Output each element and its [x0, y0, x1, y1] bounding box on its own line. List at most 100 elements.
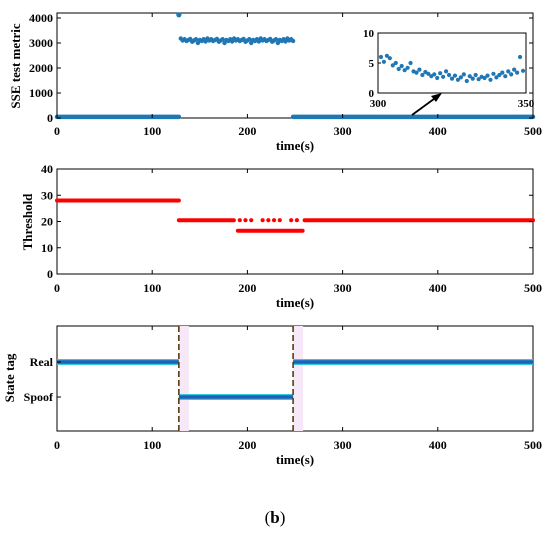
threshold-xlabel: time(s): [276, 295, 314, 310]
inset-point: [452, 73, 458, 78]
2-xtick-label: 300: [334, 438, 352, 452]
1-xtick-label: 300: [334, 281, 352, 295]
threshold-panel: 0 100 200 300 400 500 0 10 20 30 40 time(s) Thresh…: [20, 162, 542, 310]
inset-point: [402, 68, 407, 73]
threshold-point: [277, 218, 282, 223]
threshold-marks: [55, 198, 535, 233]
2-xtick-label: 200: [238, 438, 256, 452]
state-ylabel: State tag: [2, 353, 17, 402]
inset-marks: [378, 53, 526, 84]
inset-point: [464, 78, 469, 84]
inset-point: [384, 53, 389, 58]
1-ytick-label: 30: [41, 188, 53, 202]
2-xtick-label: 500: [524, 438, 542, 452]
inset-point: [441, 74, 446, 79]
inset-ytick-label: 5: [369, 58, 375, 70]
inset-point: [473, 72, 478, 78]
0-xtick-label: 400: [429, 124, 447, 138]
state-ytick-label: Real: [30, 355, 54, 369]
state-ticks: 0 100 200 300 400 500 Real Spoof: [24, 326, 542, 452]
inset-xtick-label: 350: [518, 98, 535, 110]
0-ytick-label: 0: [47, 111, 53, 125]
threshold-point: [294, 218, 300, 223]
inset-point: [497, 72, 502, 78]
state-xlabel: time(s): [276, 452, 314, 467]
inset-point: [470, 76, 475, 81]
inset-point: [381, 59, 387, 64]
inset-point: [438, 71, 443, 76]
inset-point: [476, 77, 481, 82]
inset-point: [482, 75, 487, 81]
inset-point: [500, 70, 505, 75]
0-ytick-label: 2000: [29, 61, 53, 75]
threshold-point: [289, 218, 294, 223]
sse-spike-point: [176, 12, 182, 18]
sse-xlabel: time(s): [276, 138, 314, 153]
threshold-point: [243, 218, 248, 223]
inset-point: [443, 69, 449, 74]
threshold-ylabel: Threshold: [20, 193, 35, 251]
sse-inset: 300 350 0 5 10: [363, 28, 535, 116]
2-xtick-label: 400: [429, 438, 447, 452]
1-ytick-label: 20: [41, 215, 53, 229]
0-xtick-label: 0: [54, 124, 60, 138]
inset-point: [488, 77, 493, 82]
inset-point: [458, 75, 463, 80]
state-marks: [57, 326, 533, 431]
state-panel: 0 100 200 300 400 500 Real Spoof time(s) State …: [2, 325, 542, 467]
inset-point: [467, 74, 472, 79]
inset-ticks: 300 350 0 5 10: [363, 28, 535, 110]
0-ytick-label: 4000: [29, 11, 53, 25]
sse-point: [247, 37, 252, 42]
inset-point: [435, 75, 440, 81]
sse-ylabel: SSE test metric: [8, 23, 23, 108]
inset-point: [420, 72, 425, 78]
0-xtick-label: 200: [238, 124, 256, 138]
1-ytick-label: 0: [47, 267, 53, 281]
1-ytick-label: 10: [41, 241, 53, 255]
inset-point: [485, 73, 490, 78]
inset-point: [432, 72, 437, 77]
inset-point: [512, 67, 517, 72]
threshold-point: [260, 218, 265, 223]
1-xtick-label: 0: [54, 281, 60, 295]
inset-point: [414, 70, 419, 75]
sse-point: [193, 37, 199, 42]
sse-point: [220, 37, 225, 42]
figure-caption: (b): [0, 508, 550, 528]
caption-prefix: (: [264, 508, 271, 527]
1-xtick-label: 500: [524, 281, 542, 295]
1-xtick-label: 400: [429, 281, 447, 295]
inset-point: [517, 54, 523, 60]
inset-point: [393, 60, 398, 66]
0-xtick-label: 300: [334, 124, 352, 138]
threshold-point: [266, 218, 271, 223]
change-band: [293, 326, 304, 431]
sse-point: [273, 37, 279, 42]
inset-point: [426, 71, 431, 76]
1-xtick-label: 200: [238, 281, 256, 295]
inset-point: [390, 63, 395, 68]
inset-ytick-label: 0: [369, 88, 375, 100]
inset-ytick-label: 10: [363, 28, 375, 40]
inset-point: [405, 65, 410, 70]
inset-point: [446, 72, 452, 78]
inset-point: [378, 54, 384, 60]
2-xtick-label: 0: [54, 438, 60, 452]
threshold-ticks: 0 100 200 300 400 500 0 10 20 30 40: [41, 162, 542, 295]
inset-point: [399, 63, 404, 69]
change-band: [178, 326, 189, 431]
caption-label: b: [270, 508, 280, 527]
inset-point: [491, 71, 496, 76]
inset-point: [509, 72, 514, 77]
1-ytick-label: 40: [41, 162, 53, 176]
inset-point: [408, 60, 413, 66]
inset-point: [396, 66, 401, 72]
caption-suffix: ): [279, 508, 286, 527]
inset-point: [503, 74, 508, 79]
inset-point: [387, 56, 392, 61]
inset-point: [455, 77, 461, 82]
